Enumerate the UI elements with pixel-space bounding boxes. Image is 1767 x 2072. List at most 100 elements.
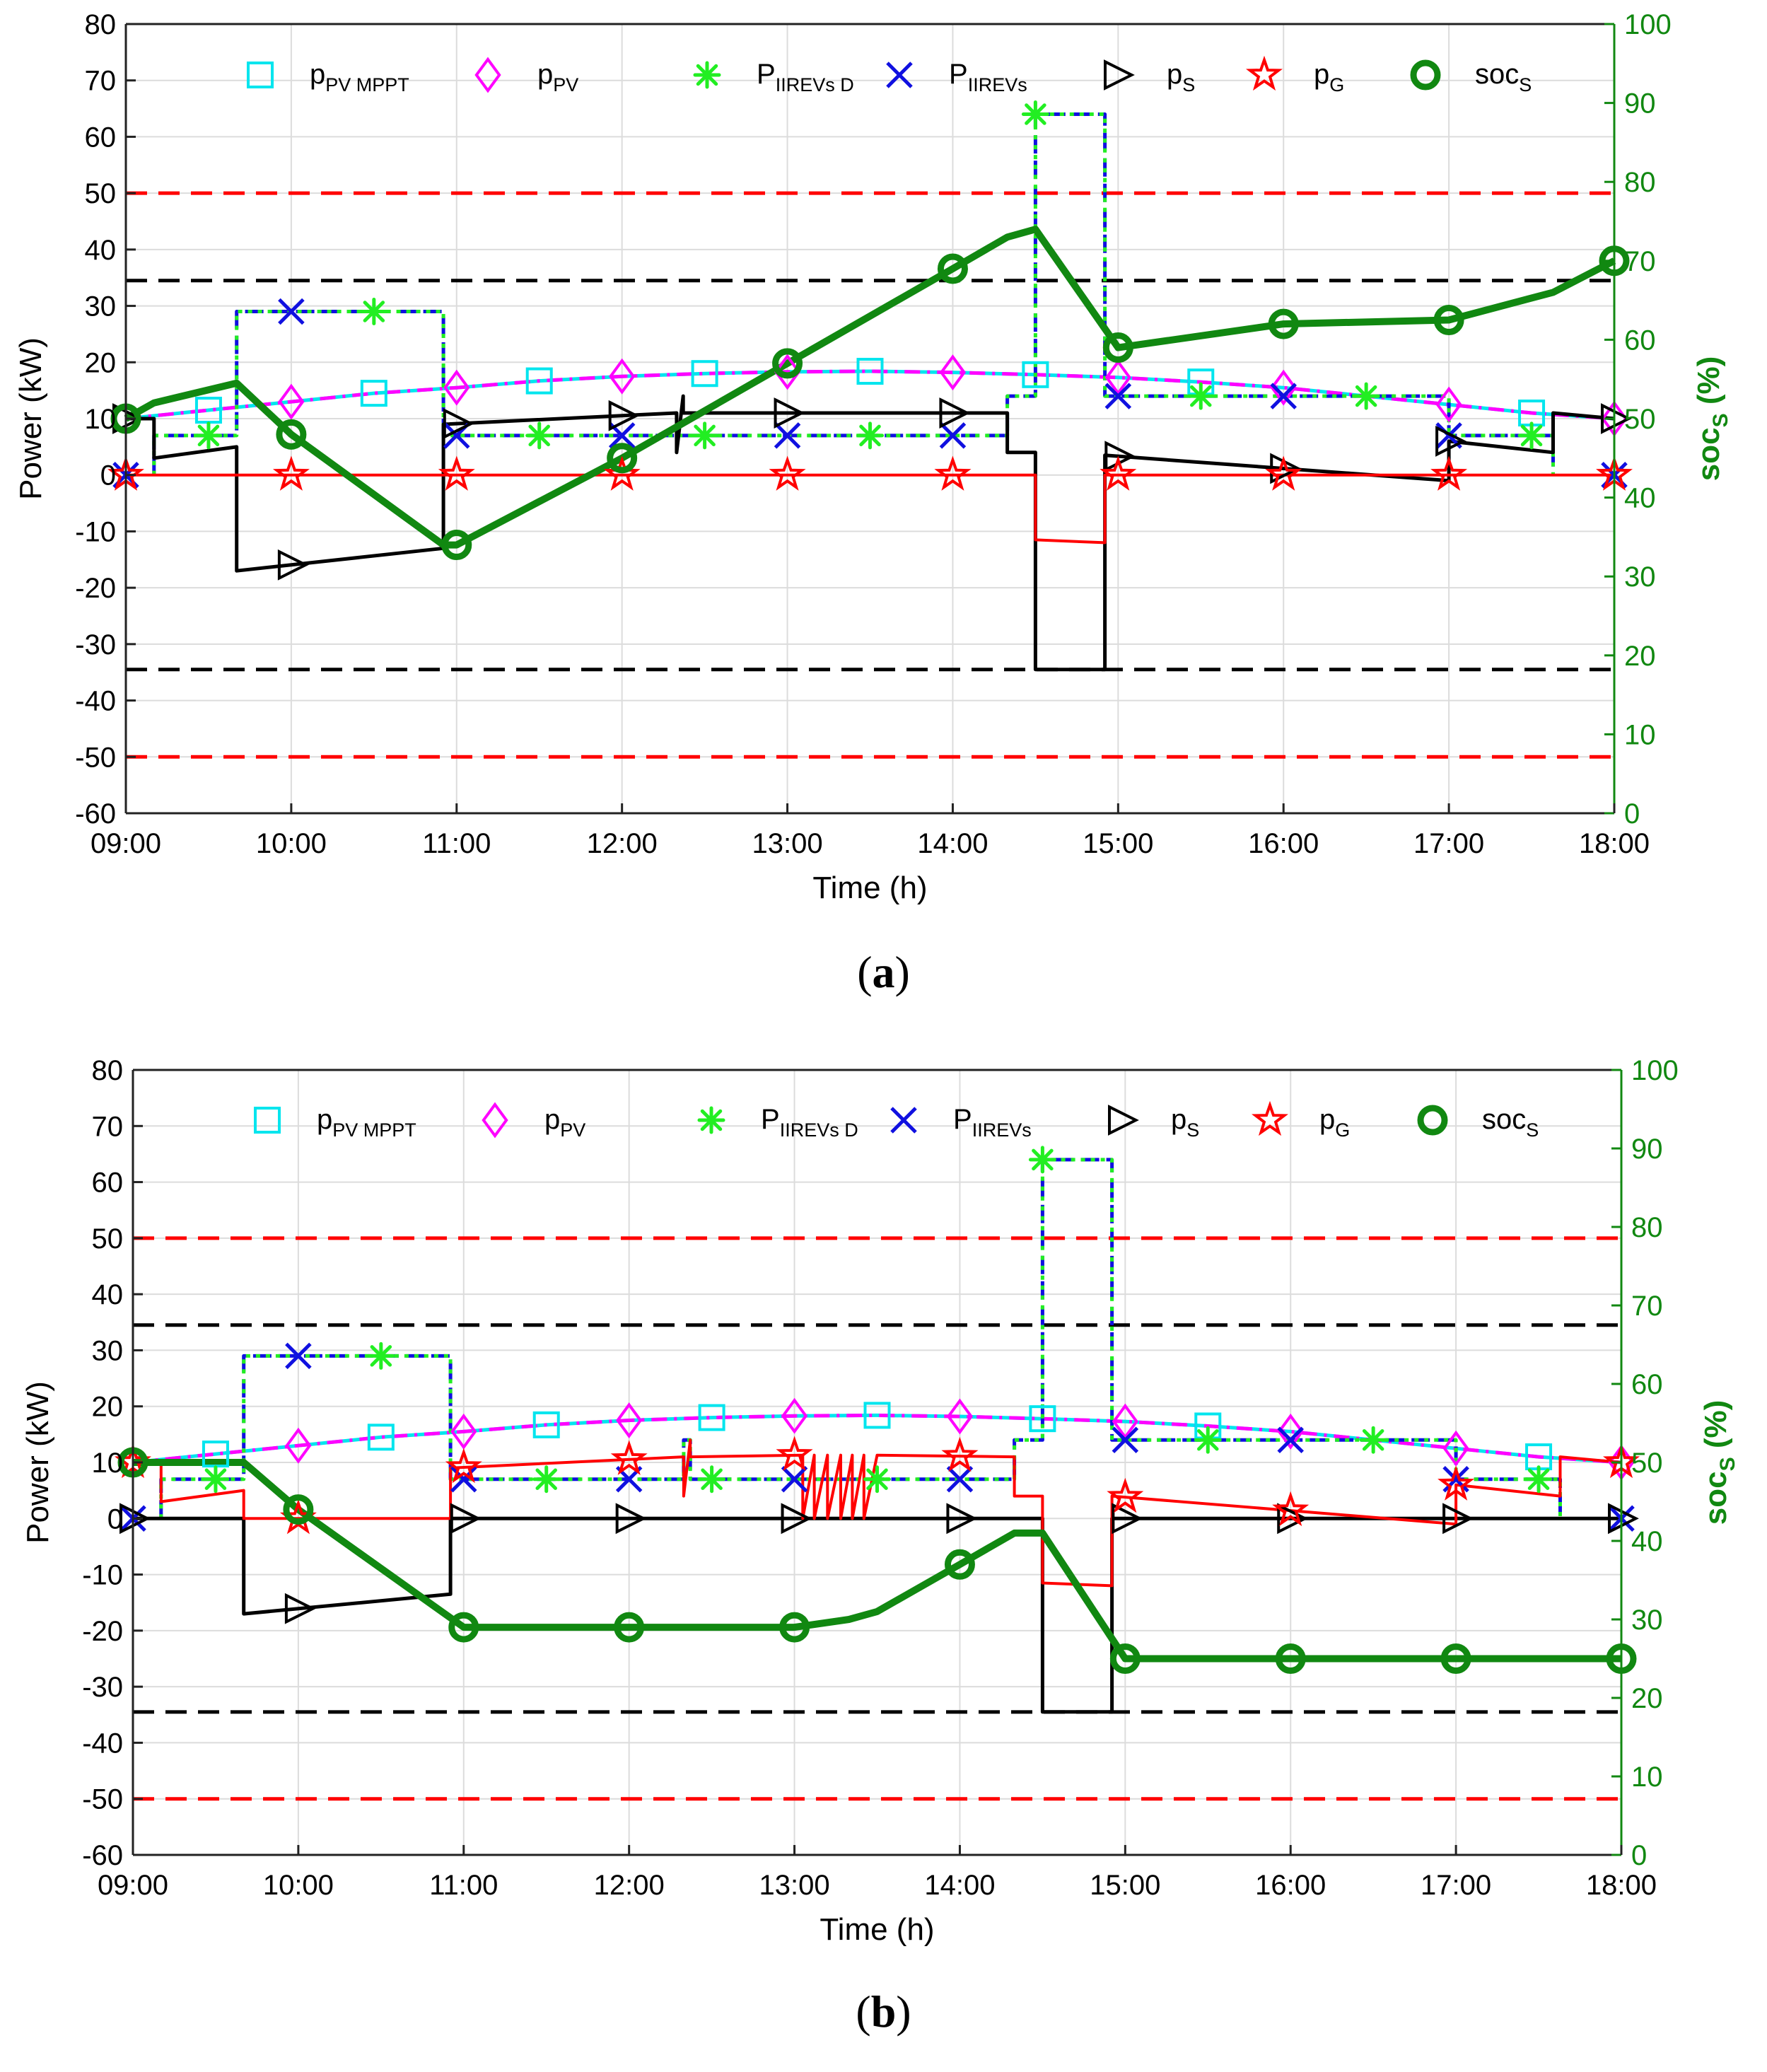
data-point-p_S-b-9 <box>1608 1503 1639 1535</box>
y-tick-label-right-b: 10 <box>1631 1762 1663 1793</box>
data-point-p_G-b-6 <box>1107 1477 1144 1513</box>
data-point-P_IIREVs_D-b-8 <box>1524 1465 1553 1494</box>
legend-marker-b-5 <box>1252 1100 1288 1136</box>
y-tick-label-right-a: 90 <box>1624 88 1656 120</box>
y-tick-label-left-a: 50 <box>85 178 117 209</box>
data-point-p_G-b-7 <box>1272 1491 1310 1527</box>
series-markers-p_S-b <box>119 1503 1639 1624</box>
data-point-p_PV_MPPT-a-3 <box>691 360 718 388</box>
y-tick-label-left-a: 20 <box>85 347 117 378</box>
y-tick-label-left-b: 80 <box>92 1055 124 1086</box>
data-point-soc_S-b-1 <box>283 1494 314 1525</box>
data-point-P_IIREVs-b-2 <box>450 1466 477 1493</box>
legend-marker-b-2 <box>697 1106 725 1134</box>
chart-panel-a: 80706050403020100-10-20-30-40-50-6010090… <box>13 9 1732 905</box>
legend-item-a-4: pS <box>1104 59 1195 95</box>
x-tick-label-a: 09:00 <box>91 828 161 859</box>
data-point-p_PV_MPPT-a-2 <box>525 367 553 395</box>
x-tick-label-a: 13:00 <box>752 828 823 859</box>
y-tick-label-left-b: 30 <box>92 1335 124 1366</box>
x-tick-label-a: 16:00 <box>1248 828 1319 859</box>
data-point-P_IIREVs-b-8 <box>1442 1466 1469 1493</box>
data-point-p_S-b-1 <box>284 1593 316 1624</box>
data-point-P_IIREVs_D-b-7 <box>1359 1426 1387 1454</box>
series-markers-p_PV_MPPT-b <box>202 1402 1553 1471</box>
data-point-p_S-a-3 <box>608 400 640 431</box>
data-point-P_IIREVs-a-5 <box>939 422 967 449</box>
series-line-p_S-b <box>133 1516 1621 1714</box>
data-point-p_S-b-7 <box>1277 1503 1309 1535</box>
legend-marker-a-5 <box>1246 55 1283 91</box>
x-tick-label-b: 15:00 <box>1090 1870 1160 1901</box>
y-tick-label-left-b: 10 <box>92 1448 124 1479</box>
series-markers-p_G-a <box>107 455 1633 491</box>
legend-marker-a-0 <box>247 62 274 88</box>
data-point-P_IIREVs_D-b-4 <box>863 1465 891 1494</box>
data-point-p_PV-b-0 <box>285 1427 312 1464</box>
data-point-P_IIREVs-b-7 <box>1277 1426 1304 1454</box>
y-tick-label-right-a: 100 <box>1624 9 1672 40</box>
data-point-p_PV-b-2 <box>616 1402 643 1439</box>
x-axis-label-b: Time (h) <box>820 1912 934 1947</box>
y-tick-label-right-a: 30 <box>1624 561 1656 593</box>
data-point-soc_S-a-3 <box>607 443 638 474</box>
y-tick-label-right-a: 0 <box>1624 798 1640 830</box>
y-tick-label-left-b: 40 <box>92 1279 124 1310</box>
data-point-p_PV-b-5 <box>1112 1403 1138 1440</box>
y-tick-label-right-b: 30 <box>1631 1605 1663 1636</box>
x-tick-label-a: 14:00 <box>917 828 988 859</box>
data-point-p_G-a-8 <box>1430 455 1468 491</box>
legend-label-b-0: pPV MPPT <box>317 1104 416 1141</box>
y-tick-label-left-a: -20 <box>75 573 116 604</box>
data-point-P_IIREVs_D-a-4 <box>856 421 884 450</box>
y-tick-label-right-b: 80 <box>1631 1212 1663 1243</box>
grid-a <box>125 23 1615 814</box>
y-tick-label-left-a: 40 <box>85 235 117 266</box>
legend-label-b-3: PIIREVs <box>953 1104 1032 1141</box>
data-point-p_G-a-2 <box>438 455 475 491</box>
data-point-p_PV_MPPT-b-2 <box>532 1411 560 1438</box>
data-point-P_IIREVs_D-a-2 <box>525 421 554 450</box>
series-markers-P_IIREVs_D-a <box>194 100 1546 450</box>
data-point-p_PV-a-6 <box>1270 369 1297 406</box>
data-point-p_G-a-6 <box>1100 455 1137 491</box>
data-point-p_PV-b-1 <box>450 1413 477 1450</box>
y-tick-label-left-b: -60 <box>82 1840 123 1871</box>
data-point-p_PV_MPPT-b-4 <box>863 1402 891 1429</box>
y-axis-label-left-b: Power (kW) <box>21 1381 55 1544</box>
data-point-p_PV-b-3 <box>781 1397 808 1434</box>
y-tick-label-left-b: 60 <box>92 1168 124 1199</box>
legend-item-a-6: socS <box>1410 59 1532 95</box>
x-tick-label-b: 16:00 <box>1255 1870 1326 1901</box>
data-point-P_IIREVs_D-a-7 <box>1352 382 1380 410</box>
y-tick-label-right-b: 20 <box>1631 1683 1663 1714</box>
legend-label-b-1: pPV <box>544 1104 585 1141</box>
legend-item-a-3: PIIREVs <box>886 59 1027 95</box>
legend-label-a-0: pPV MPPT <box>310 59 409 95</box>
data-point-soc_S-a-7 <box>1268 308 1299 339</box>
data-point-p_S-a-5 <box>939 397 971 429</box>
data-point-p_PV_MPPT-a-1 <box>360 380 387 407</box>
y-tick-label-left-a: -10 <box>75 516 116 547</box>
legend-item-b-4: pS <box>1108 1104 1199 1141</box>
legend-marker-b-6 <box>1417 1105 1448 1136</box>
y-tick-label-left-a: 60 <box>85 122 117 153</box>
legend-marker-b-3 <box>890 1107 917 1134</box>
data-point-p_S-b-3 <box>615 1503 647 1535</box>
legend-marker-a-4 <box>1104 59 1135 91</box>
legend-label-b-2: PIIREVs D <box>761 1104 858 1141</box>
x-tick-label-b: 10:00 <box>263 1870 334 1901</box>
data-point-p_PV-b-6 <box>1277 1413 1304 1450</box>
x-tick-label-a: 12:00 <box>587 828 658 859</box>
y-tick-label-right-a: 20 <box>1624 641 1656 672</box>
y-tick-label-right-b: 100 <box>1631 1055 1679 1086</box>
y-tick-label-right-b: 50 <box>1631 1448 1663 1479</box>
data-point-P_IIREVs_D-b-6 <box>1194 1426 1222 1454</box>
x-tick-label-a: 11:00 <box>422 828 491 859</box>
x-tick-label-b: 11:00 <box>429 1870 498 1901</box>
y-tick-label-right-b: 60 <box>1631 1369 1663 1400</box>
data-point-soc_S-a-8 <box>1433 305 1464 335</box>
data-point-P_IIREVs_D-b-2 <box>532 1465 561 1494</box>
legend-item-b-5: pG <box>1252 1100 1350 1141</box>
data-point-p_S-b-0 <box>119 1503 151 1535</box>
